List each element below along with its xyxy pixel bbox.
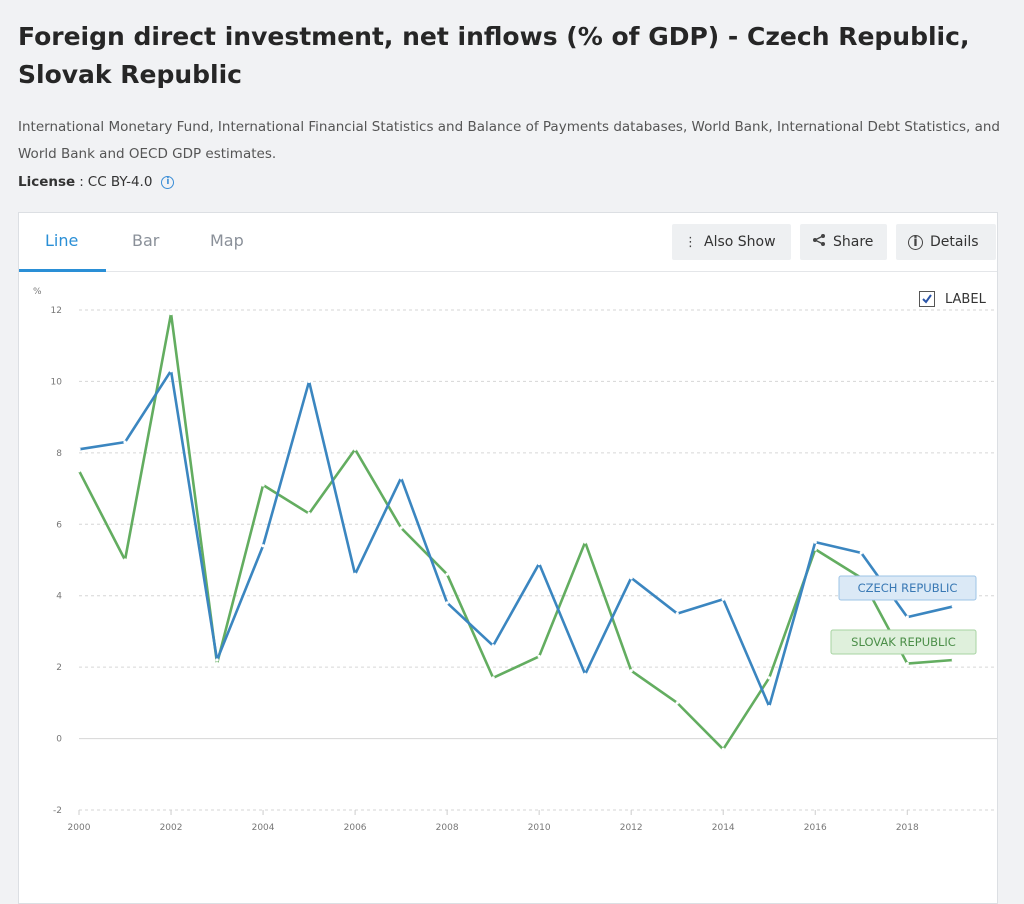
also-show-label: Also Show [704,234,776,250]
data-point [767,676,771,680]
license-separator: : [79,174,84,190]
details-button[interactable]: i Details [896,224,996,260]
active-tab-indicator [19,269,106,272]
data-point [123,440,127,444]
data-point [491,644,495,648]
data-point [399,526,403,530]
series-label-box [838,575,977,601]
label-checkbox[interactable] [919,291,935,307]
line-chart: % -2 0 2 4 6 8 10 12 2000 2002 2004 2006 2008 2010 2012… [33,287,997,833]
y-tick-label: 10 [51,377,63,387]
data-point [583,672,587,676]
series-line-czech [78,369,954,708]
data-point [905,661,909,666]
view-tabs: Line Bar Map ⋮ Also Show Share i Details [19,213,997,272]
y-tick-label: 0 [56,735,62,745]
data-point [537,654,541,659]
license-label: License [18,174,76,190]
checkmark-icon [922,294,932,304]
data-point [215,661,219,666]
license-line: License : CC BY-4.0 i [18,174,175,190]
x-tick-label: 2000 [68,823,91,833]
data-point [261,483,265,487]
y-tick-label: 12 [51,306,62,316]
tab-line[interactable]: Line [45,231,79,250]
y-tick-label: 2 [56,663,62,673]
x-tick-label: 2012 [620,823,643,833]
info-circle-icon: i [908,234,923,250]
x-tick-label: 2010 [528,823,551,833]
license-value: CC BY-4.0 [87,174,153,190]
data-point [951,658,955,662]
share-icon [812,233,826,251]
series-label-box [830,629,977,655]
share-button[interactable]: Share [800,224,887,260]
series-label-czech: CZECH REPUBLIC [858,581,958,595]
data-point [353,572,357,576]
data-point [215,658,219,662]
data-point [721,597,725,601]
label-toggle-text: LABEL [945,291,986,307]
chart-card: Line Bar Map ⋮ Also Show Share i Details… [18,212,998,904]
data-point [859,551,863,555]
data-point [353,447,357,451]
also-show-button[interactable]: ⋮ Also Show [672,224,791,260]
x-tick-label: 2002 [160,823,183,833]
data-point [583,540,587,544]
data-point [169,311,173,316]
share-label: Share [833,234,874,250]
more-vertical-icon: ⋮ [684,234,697,250]
x-tick-label: 2016 [804,823,827,833]
info-icon[interactable]: i [161,175,175,189]
data-point [399,476,403,480]
data-point [307,511,311,516]
data-point [445,572,449,576]
tab-map[interactable]: Map [210,231,244,250]
data-point [629,669,633,673]
data-point [951,604,955,609]
data-point [169,369,173,373]
y-tick-label: -2 [53,806,62,816]
data-point [629,576,633,580]
y-tick-label: 8 [56,449,62,459]
data-point [767,704,771,709]
label-toggle[interactable]: LABEL [919,291,986,307]
y-unit-label: % [33,287,42,297]
y-tick-label: 4 [56,592,62,602]
data-point [77,447,81,451]
x-tick-label: 2008 [436,823,459,833]
y-tick-label: 6 [56,520,62,530]
page-title: Foreign direct investment, net inflows (… [18,22,970,89]
series-line-slovak [77,312,954,751]
data-point [445,601,449,605]
series-label-slovak: SLOVAK REPUBLIC [851,635,956,649]
data-point [675,611,679,616]
data-point [721,747,725,751]
x-tick-label: 2006 [344,823,367,833]
data-point [491,676,495,680]
x-tick-label: 2014 [712,823,735,833]
source-text: International Monetary Fund, Internation… [18,119,1000,162]
data-point [537,561,541,566]
data-point [261,544,265,548]
data-point [123,558,127,562]
data-point [905,615,909,619]
data-point [307,379,311,384]
details-label: Details [930,234,979,250]
x-tick-label: 2018 [896,823,919,833]
data-point [77,469,81,473]
tab-bar[interactable]: Bar [132,231,160,250]
data-point [675,701,679,705]
data-point [813,540,817,544]
x-tick-label: 2004 [252,823,275,833]
